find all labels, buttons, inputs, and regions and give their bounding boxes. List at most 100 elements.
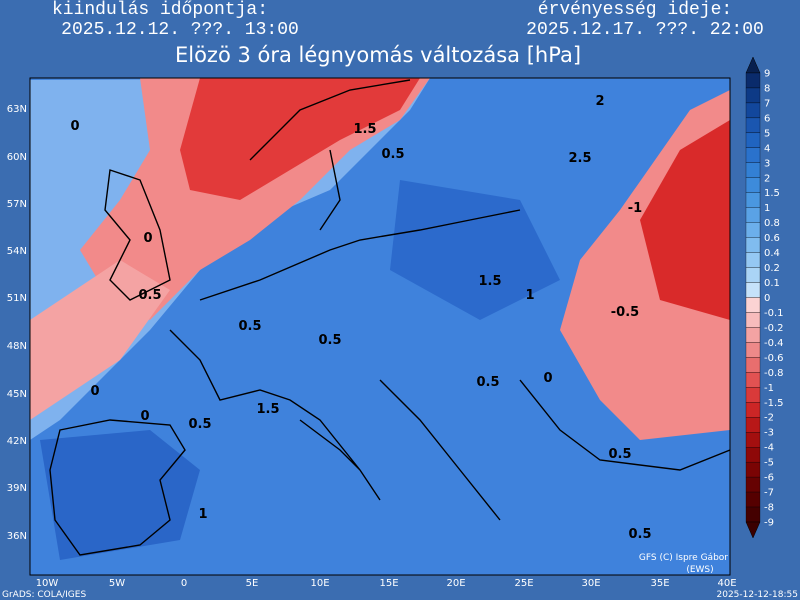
colorbar-bin <box>745 117 761 134</box>
lon-label: 20E <box>446 578 465 589</box>
contour-label: 0.5 <box>628 527 651 542</box>
lat-label: 60N <box>7 152 27 163</box>
field-red-dark <box>180 78 420 200</box>
colorbar-label: -0.4 <box>764 338 784 349</box>
lon-label: 40E <box>717 578 736 589</box>
colorbar-bin <box>745 267 761 283</box>
colorbar-label: 8 <box>764 83 770 94</box>
contour-label: -0.5 <box>611 305 639 320</box>
colorbar-bin <box>745 417 761 433</box>
colorbar-bin <box>745 506 761 523</box>
colorbar-label: 0.4 <box>764 248 780 259</box>
contour-label: 2.5 <box>568 151 591 166</box>
colorbar-label: -1 <box>764 383 774 394</box>
field-red-sw <box>30 260 170 420</box>
lon-label: 5E <box>246 578 259 589</box>
colorbar-label: -7 <box>764 488 774 499</box>
colorbar-label: 4 <box>764 143 770 154</box>
lon-label: 0 <box>181 578 187 589</box>
lat-label: 39N <box>7 483 27 494</box>
colorbar-bin <box>745 132 761 148</box>
colorbar-label: 1.5 <box>764 188 780 199</box>
colorbar-bin <box>745 252 761 268</box>
colorbar-label: -8 <box>764 503 774 514</box>
contour-label: 1.5 <box>256 402 279 417</box>
contour-label: 0.5 <box>318 333 341 348</box>
colorbar-bin <box>745 432 761 448</box>
colorbar-bin <box>745 72 761 89</box>
contour-label: 0 <box>70 119 79 134</box>
colorbar-label: -1.5 <box>764 398 784 409</box>
contour-label: 0 <box>543 371 552 386</box>
colorbar-label: 0.2 <box>764 263 780 274</box>
run-time: 2025.12.12. ???. 13:00 <box>61 20 299 40</box>
colorbar-label: 0.1 <box>764 278 780 289</box>
contour-label: 0.5 <box>608 447 631 462</box>
lat-label: 63N <box>7 104 27 115</box>
run-label: kiindulás időpontja: <box>52 0 268 20</box>
colorbar-label: -5 <box>764 458 774 469</box>
colorbar-label: 1 <box>764 203 770 214</box>
contour-label: 1.5 <box>478 274 501 289</box>
colorbar-bin <box>745 87 761 104</box>
colorbar-label: 5 <box>764 128 770 139</box>
contour-label: 1 <box>198 507 207 522</box>
colorbar-bin <box>745 222 761 238</box>
colorbar-label: -3 <box>764 428 774 439</box>
lon-label: 5W <box>109 578 125 589</box>
colorbar-label: -2 <box>764 413 774 424</box>
map-title: Elözö 3 óra légnyomás változása [hPa] <box>175 43 581 67</box>
map-frame <box>29 77 731 576</box>
colorbar-label: -0.2 <box>764 323 784 334</box>
field-red-east-dark <box>640 120 730 320</box>
colorbar-bin <box>745 207 761 223</box>
contour-label: 0.5 <box>188 417 211 432</box>
lat-label: 51N <box>7 293 27 304</box>
lat-label: 36N <box>7 531 27 542</box>
valid-time: 2025.12.17. ???. 22:00 <box>526 20 764 40</box>
colorbar-bin <box>745 147 761 163</box>
colorbar-bin <box>745 282 761 298</box>
map-field <box>30 78 730 575</box>
contour-label: -1 <box>628 201 642 216</box>
valid-label: érvényesség ideje: <box>538 0 732 20</box>
colorbar-bin <box>745 192 761 208</box>
footer-timestamp: 2025-12-12-18:55 <box>717 590 799 600</box>
colorbar-label: 0.8 <box>764 218 780 229</box>
colorbar-label: 2 <box>764 173 770 184</box>
colorbar-bin <box>745 372 761 388</box>
colorbar-label: -9 <box>764 518 774 529</box>
colorbar-label: 6 <box>764 113 770 124</box>
contour-label: 0.5 <box>138 288 161 303</box>
colorbar-bin <box>745 342 761 358</box>
lat-label: 54N <box>7 246 27 257</box>
colorbar-label: 3 <box>764 158 770 169</box>
field-dark-center <box>390 180 560 320</box>
footer-credit2: (EWS) <box>686 565 713 575</box>
contour-label: 0.5 <box>476 375 499 390</box>
contour-label: 1 <box>525 288 534 303</box>
colorbar-label: 9 <box>764 69 770 80</box>
lat-label: 42N <box>7 436 27 447</box>
lon-label: 35E <box>650 578 669 589</box>
contour-label: 0.5 <box>381 147 404 162</box>
colorbar-bin <box>745 327 761 343</box>
lat-label: 48N <box>7 341 27 352</box>
lon-label: 15E <box>379 578 398 589</box>
contour-label: 0 <box>143 231 152 246</box>
contour-label: 2 <box>595 94 604 109</box>
colorbar-bin <box>745 312 761 328</box>
colorbar-bin <box>745 237 761 253</box>
colorbar-label: -0.1 <box>764 308 784 319</box>
colorbar-label: -0.8 <box>764 368 784 379</box>
lat-label: 45N <box>7 389 27 400</box>
footer-credit: GFS (C) Ispre Gábor <box>639 553 728 563</box>
footer-software: GrADS: COLA/IGES <box>2 590 86 600</box>
lon-label: 30E <box>581 578 600 589</box>
lon-label: 10W <box>36 578 59 589</box>
colorbar-bin <box>745 402 761 418</box>
lon-label: 10E <box>310 578 329 589</box>
contour-label: 0 <box>140 409 149 424</box>
colorbar-bin <box>745 177 761 193</box>
